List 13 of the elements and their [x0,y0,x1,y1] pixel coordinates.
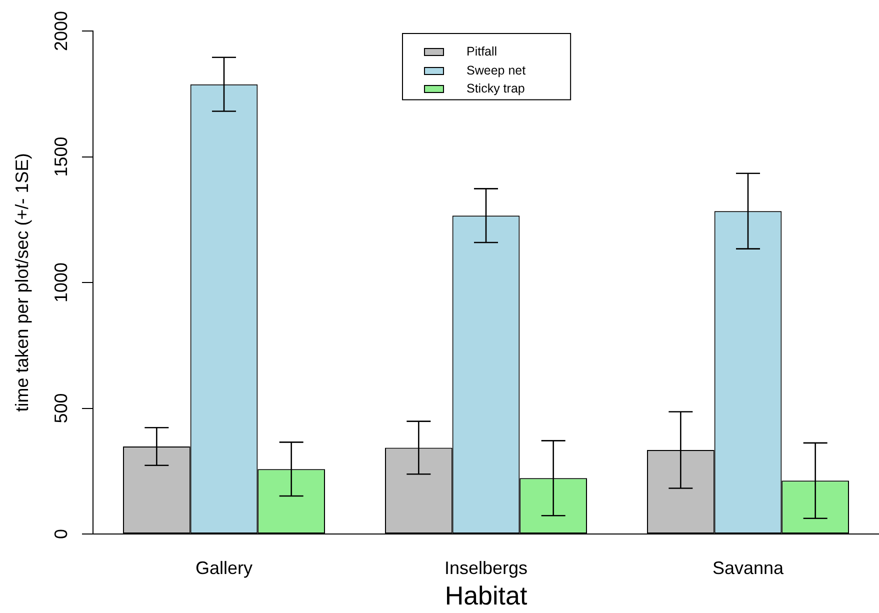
x-tick-label: Inselbergs [444,558,528,578]
legend-label: Sticky trap [466,81,525,96]
y-tick-label: 1500 [50,136,71,177]
y-tick-label: 500 [50,393,71,424]
y-tick-label: 2000 [50,10,71,52]
x-tick-label: Savanna [712,558,785,578]
legend-label: Pitfall [466,44,498,58]
y-axis-title: time taken per plot/sec (+/- 1SE) [12,153,32,412]
legend-label: Sweep net [466,63,526,78]
x-axis-title: Habitat [444,580,528,611]
y-tick-label: 1000 [50,262,71,303]
x-tick-label: Gallery [195,558,253,578]
y-tick-label: 0 [50,528,71,540]
